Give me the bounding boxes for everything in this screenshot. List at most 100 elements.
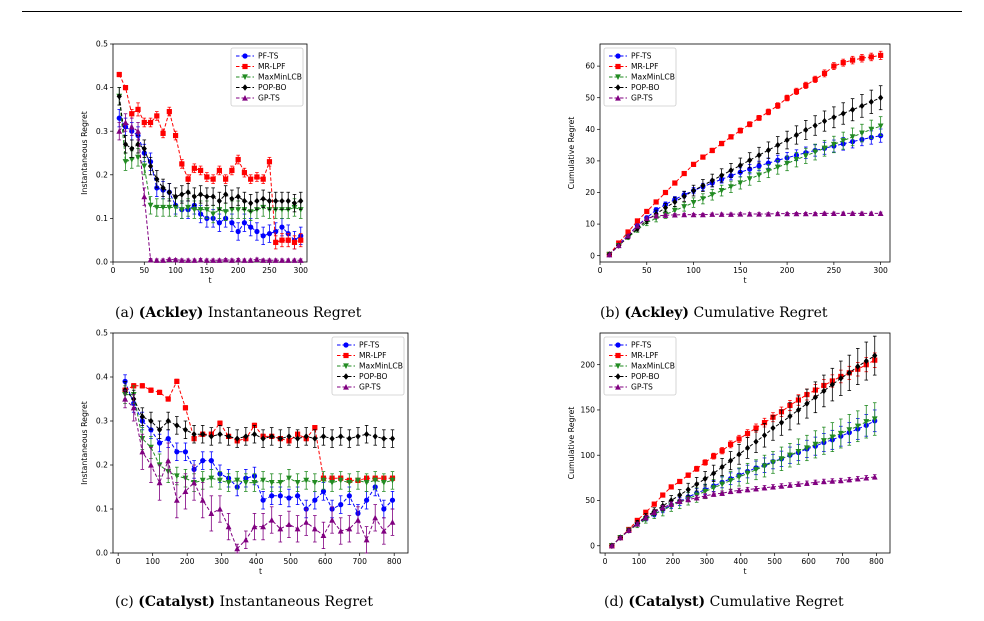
chart-catalyst-cumulative: 0 100 200 300 400 500 600 700 800 0 50 100 150 200 t Cu… [567,332,891,576]
data-point [718,187,725,194]
x-axis-title: t [208,276,211,285]
data-point [363,497,370,503]
data-point [709,192,716,198]
series-gp-ts [606,210,884,258]
data-point [855,363,861,370]
data-point [338,433,344,440]
data-point [711,453,717,459]
data-point [210,193,216,200]
data-point [182,488,189,494]
data-point [878,52,884,58]
data-point [223,176,229,182]
caption-c-name: (Catalyst) [138,594,216,610]
data-point [139,448,146,455]
legend-marker [615,74,621,80]
data-point [182,426,189,433]
data-point [156,479,163,486]
y-tick-label: 0.1 [96,505,108,514]
data-point [173,497,180,503]
data-point [241,170,248,176]
series-line [118,96,301,204]
data-point [793,210,800,217]
data-point [273,197,279,205]
data-point [174,378,180,384]
caption-a-text: Instantaneous Regret [207,305,362,321]
data-point [710,491,717,497]
chart-catalyst-instantaneous: 0 100 200 300 400 500 600 700 800 0.0 0.1 0.2 0.3 0.4… [80,329,409,576]
series-line [611,476,875,547]
data-point [210,176,216,182]
data-point [681,204,688,210]
data-point [197,207,204,213]
caption-b: (b) (Ackley) Cumulative Regret [600,305,827,321]
data-point [222,256,229,263]
data-point [260,477,266,484]
data-point [217,477,223,484]
legend-marker [615,53,621,59]
data-point [728,211,734,217]
data-point [878,94,884,101]
data-point [756,115,762,121]
data-point [355,477,361,484]
data-point [329,517,335,523]
data-point [320,532,327,538]
legend-marker [242,84,248,91]
data-point [625,232,631,239]
data-point [795,406,802,414]
data-point [651,509,658,515]
data-point [174,422,180,429]
data-point [272,257,279,263]
x-axis-title: t [743,276,746,285]
data-point [606,251,613,258]
data-point [165,436,171,442]
x-tick-label: 200 [180,557,195,566]
data-point [277,480,284,486]
y-axis-title: Cumulative Regret [567,407,576,480]
x-tick-label: 100 [632,557,647,566]
y-axis-title: Cumulative Regret [567,117,576,190]
y-tick-label: 0 [590,251,595,260]
data-point [222,209,229,215]
data-point [346,480,353,486]
data-point [690,211,697,218]
data-point [346,493,352,499]
data-point [260,195,266,202]
data-point [765,210,772,217]
x-tick-label: 50 [139,266,149,275]
data-point [718,211,725,217]
data-point [803,82,809,88]
legend-marker [615,95,621,101]
data-point [129,145,135,152]
data-point [380,480,387,486]
data-point [381,506,387,512]
data-point [744,444,751,452]
data-point [156,389,163,395]
x-tick-label: 0 [598,266,603,275]
data-point [784,136,790,144]
data-point [719,463,725,471]
data-point [229,195,235,202]
data-point [694,466,700,472]
data-point [185,204,191,211]
data-point [303,519,310,525]
data-point [298,237,304,243]
legend-marker [615,342,621,348]
series-maxminlcb [606,116,884,258]
data-point [837,477,844,484]
data-point [700,154,706,160]
data-point [291,239,298,245]
data-point [671,211,678,218]
x-tick-label: 800 [869,557,884,566]
series-line [609,125,881,255]
data-point [744,430,751,437]
data-point [204,193,210,200]
data-point [122,141,129,148]
legend-marker [343,342,349,348]
plot-frame-c [112,332,409,554]
legend-marker [343,373,349,380]
data-point [719,140,725,147]
data-point [286,475,292,482]
data-point [727,488,734,495]
data-point [234,477,241,484]
